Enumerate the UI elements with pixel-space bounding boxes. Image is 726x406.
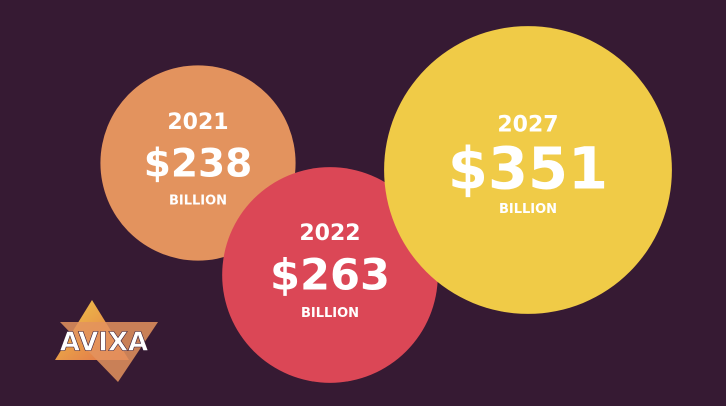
logo-text: AVIXA [60,328,148,358]
bubbles: 2021$238BILLION2022$263BILLION2027$351BI… [100,26,672,383]
value-label: $351 [448,136,608,203]
value-label: $263 [270,251,390,301]
value-label: $238 [144,142,253,187]
bubble [384,26,672,314]
bubble [222,167,438,383]
logo: AVIXA [55,300,158,382]
logo-triangle [60,322,158,382]
year-label: 2021 [167,110,228,135]
unit-label: BILLION [301,306,359,321]
year-label: 2022 [299,221,360,246]
unit-label: BILLION [499,202,557,217]
unit-label: BILLION [169,193,227,208]
year-label: 2027 [497,112,558,137]
